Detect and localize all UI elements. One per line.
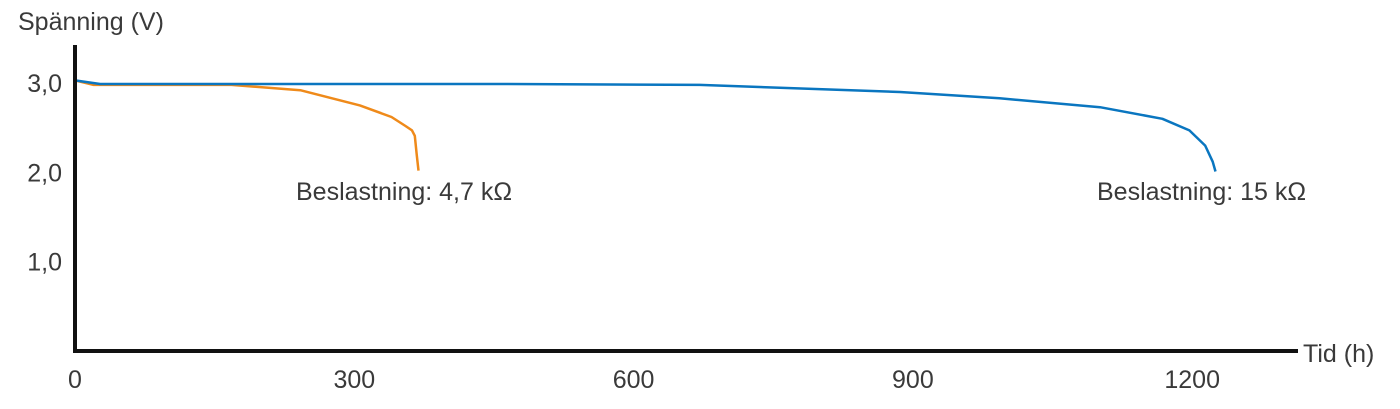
x-tick-label: 0 — [68, 366, 82, 394]
y-axis-label: Spänning (V) — [18, 8, 164, 36]
series-line-0 — [74, 79, 420, 171]
x-tick-label: 1200 — [1164, 366, 1220, 394]
y-tick-label: 1,0 — [27, 249, 62, 277]
series-line-1 — [74, 79, 1217, 172]
x-tick-label: 600 — [613, 366, 655, 394]
y-tick-label: 2,0 — [27, 159, 62, 187]
x-axis-label: Tid (h) — [1303, 340, 1374, 368]
y-tick-label: 3,0 — [27, 70, 62, 98]
series-label-0: Beslastning: 4,7 kΩ — [296, 178, 512, 206]
x-tick-label: 300 — [333, 366, 375, 394]
x-tick-label: 900 — [892, 366, 934, 394]
series-label-1: Beslastning: 15 kΩ — [1097, 178, 1306, 206]
